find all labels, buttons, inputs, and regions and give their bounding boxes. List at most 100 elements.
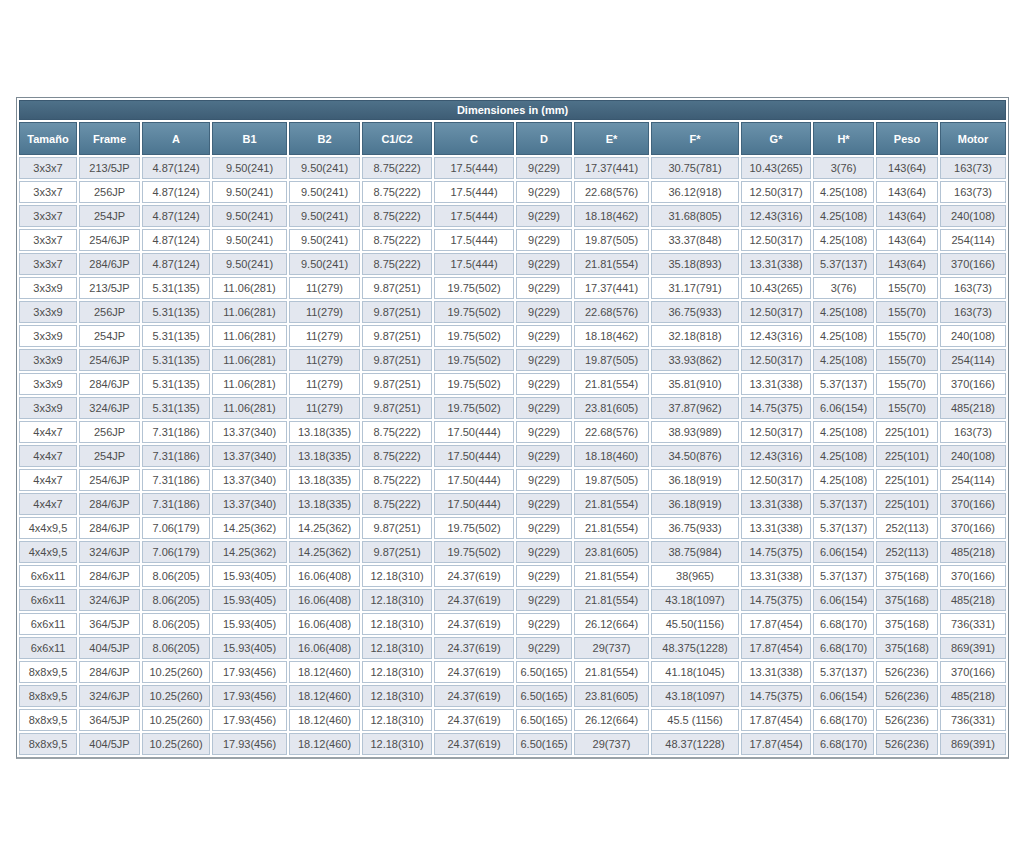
table-cell: 45.50(1156) <box>651 613 739 635</box>
table-cell: 24.37(619) <box>434 589 514 611</box>
table-cell: 36.12(918) <box>651 181 739 203</box>
table-cell: 10.25(260) <box>142 685 210 707</box>
table-cell: 11.06(281) <box>212 325 287 347</box>
table-cell: 256JP <box>79 301 140 323</box>
table-cell: 324/6JP <box>79 589 140 611</box>
column-header-a: A <box>142 122 210 155</box>
table-cell: 5.31(135) <box>142 373 210 395</box>
table-cell: 375(168) <box>876 637 938 659</box>
table-title: Dimensiones in (mm) <box>19 100 1006 120</box>
table-cell: 9.50(241) <box>289 205 360 227</box>
table-cell: 13.18(335) <box>289 493 360 515</box>
table-cell: 24.37(619) <box>434 661 514 683</box>
table-cell: 30.75(781) <box>651 157 739 179</box>
table-cell: 9(229) <box>516 469 572 491</box>
table-cell: 36.18(919) <box>651 493 739 515</box>
table-cell: 31.68(805) <box>651 205 739 227</box>
table-cell: 18.18(462) <box>574 325 649 347</box>
table-cell: 404/5JP <box>79 637 140 659</box>
table-row: 4x4x9,5284/6JP7.06(179)14.25(362)14.25(3… <box>19 517 1006 539</box>
table-cell: 21.81(554) <box>574 661 649 683</box>
table-cell: 48.37(1228) <box>651 733 739 755</box>
table-cell: 13.37(340) <box>212 421 287 443</box>
table-cell: 41.18(1045) <box>651 661 739 683</box>
table-cell: 4x4x7 <box>19 493 77 515</box>
table-cell: 12.43(316) <box>741 205 811 227</box>
table-cell: 18.12(460) <box>289 709 360 731</box>
column-header-f: F* <box>651 122 739 155</box>
table-cell: 736(331) <box>940 709 1006 731</box>
table-row: 6x6x11324/6JP8.06(205)15.93(405)16.06(40… <box>19 589 1006 611</box>
column-header-frame: Frame <box>79 122 140 155</box>
table-cell: 252(113) <box>876 541 938 563</box>
table-cell: 19.87(505) <box>574 229 649 251</box>
table-row: 6x6x11404/5JP8.06(205)15.93(405)16.06(40… <box>19 637 1006 659</box>
table-cell: 5.31(135) <box>142 325 210 347</box>
table-cell: 19.75(502) <box>434 541 514 563</box>
table-cell: 17.50(444) <box>434 445 514 467</box>
table-cell: 526(236) <box>876 685 938 707</box>
table-cell: 26.12(664) <box>574 709 649 731</box>
table-cell: 37.87(962) <box>651 397 739 419</box>
table-cell: 8.06(205) <box>142 613 210 635</box>
table-cell: 17.93(456) <box>212 685 287 707</box>
table-cell: 12.50(317) <box>741 301 811 323</box>
table-cell: 17.50(444) <box>434 421 514 443</box>
table-cell: 22.68(576) <box>574 181 649 203</box>
table-cell: 4x4x7 <box>19 421 77 443</box>
table-cell: 19.75(502) <box>434 373 514 395</box>
table-cell: 284/6JP <box>79 373 140 395</box>
table-cell: 13.31(338) <box>741 661 811 683</box>
table-cell: 15.93(405) <box>212 637 287 659</box>
table-cell: 8.75(222) <box>362 205 432 227</box>
table-cell: 12.18(310) <box>362 685 432 707</box>
table-cell: 38(965) <box>651 565 739 587</box>
table-cell: 8x8x9,5 <box>19 733 77 755</box>
table-cell: 48.375(1228) <box>651 637 739 659</box>
table-cell: 29(737) <box>574 733 649 755</box>
table-cell: 9.50(241) <box>212 157 287 179</box>
table-cell: 6x6x11 <box>19 565 77 587</box>
table-cell: 4x4x9,5 <box>19 541 77 563</box>
table-cell: 8.75(222) <box>362 421 432 443</box>
table-cell: 9(229) <box>516 301 572 323</box>
table-cell: 254JP <box>79 205 140 227</box>
table-cell: 526(236) <box>876 733 938 755</box>
table-row: 4x4x7256JP7.31(186)13.37(340)13.18(335)8… <box>19 421 1006 443</box>
table-cell: 6.68(170) <box>813 709 874 731</box>
table-cell: 22.68(576) <box>574 301 649 323</box>
table-cell: 14.75(375) <box>741 685 811 707</box>
table-cell: 14.75(375) <box>741 589 811 611</box>
table-row: 3x3x9256JP5.31(135)11.06(281)11(279)9.87… <box>19 301 1006 323</box>
table-cell: 6.50(165) <box>516 733 572 755</box>
table-cell: 8.06(205) <box>142 565 210 587</box>
table-cell: 12.43(316) <box>741 325 811 347</box>
table-cell: 12.50(317) <box>741 469 811 491</box>
table-cell: 9(229) <box>516 613 572 635</box>
table-cell: 16.06(408) <box>289 589 360 611</box>
table-cell: 8.75(222) <box>362 493 432 515</box>
table-cell: 375(168) <box>876 589 938 611</box>
table-cell: 23.81(605) <box>574 685 649 707</box>
table-cell: 38.93(989) <box>651 421 739 443</box>
table-row: 3x3x9254JP5.31(135)11.06(281)11(279)9.87… <box>19 325 1006 347</box>
table-cell: 8.06(205) <box>142 637 210 659</box>
table-frame: Dimensiones in (mm) Tamaño Frame A B1 B2… <box>16 97 1009 759</box>
table-cell: 9.87(251) <box>362 373 432 395</box>
table-cell: 9.87(251) <box>362 397 432 419</box>
table-cell: 8.75(222) <box>362 181 432 203</box>
table-cell: 155(70) <box>876 349 938 371</box>
table-cell: 5.37(137) <box>813 493 874 515</box>
table-cell: 9(229) <box>516 349 572 371</box>
table-cell: 9.87(251) <box>362 277 432 299</box>
table-cell: 7.31(186) <box>142 421 210 443</box>
table-cell: 485(218) <box>940 685 1006 707</box>
table-cell: 13.18(335) <box>289 421 360 443</box>
table-cell: 324/6JP <box>79 541 140 563</box>
table-cell: 254JP <box>79 445 140 467</box>
table-cell: 29(737) <box>574 637 649 659</box>
table-cell: 7.31(186) <box>142 445 210 467</box>
table-row: 4x4x9,5324/6JP7.06(179)14.25(362)14.25(3… <box>19 541 1006 563</box>
table-cell: 8.75(222) <box>362 445 432 467</box>
table-cell: 869(391) <box>940 733 1006 755</box>
